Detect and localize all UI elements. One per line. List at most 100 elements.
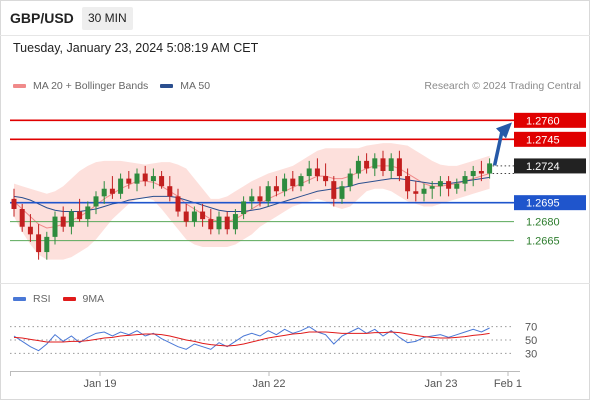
candle-body[interactable] (339, 186, 345, 199)
candle-body[interactable] (183, 211, 189, 222)
candle-body[interactable] (355, 160, 361, 174)
candle-body[interactable] (241, 201, 247, 215)
candle-body[interactable] (36, 234, 42, 253)
candle-body[interactable] (364, 160, 370, 169)
candle-body[interactable] (191, 211, 197, 222)
candle-body[interactable] (109, 188, 115, 194)
candle-body[interactable] (142, 173, 148, 182)
timeframe-badge[interactable]: 30 MIN (82, 7, 133, 30)
candle-body[interactable] (405, 176, 411, 192)
legend-rsi: RSI (13, 293, 51, 305)
candle-body[interactable] (85, 206, 91, 220)
candle-body[interactable] (396, 158, 402, 177)
candle-body[interactable] (388, 158, 394, 171)
candle-body[interactable] (249, 196, 255, 202)
candle-body[interactable] (380, 158, 386, 171)
ma50-line (13, 176, 490, 213)
legend-ma50-label: MA 50 (180, 80, 211, 92)
candle-body[interactable] (11, 198, 17, 209)
candle-body[interactable] (347, 173, 353, 187)
candle-body[interactable] (232, 214, 238, 230)
candle-body[interactable] (126, 178, 132, 184)
legend-ma50: MA 50 (160, 80, 210, 92)
resistance-tag-2-bg (514, 131, 586, 147)
candle-body[interactable] (265, 186, 271, 202)
candle-body[interactable] (118, 178, 124, 194)
candle-body[interactable] (314, 168, 320, 177)
candle-body[interactable] (44, 236, 50, 253)
time-axis-label: Jan 19 (83, 378, 116, 390)
candle-body[interactable] (298, 176, 304, 187)
legend-ma20-swatch (13, 84, 26, 88)
legend-rsi-swatch (13, 297, 26, 301)
pivot-tag-bg (514, 195, 586, 211)
price-legend: MA 20 + Bollinger Bands MA 50 (13, 80, 222, 92)
candle-body[interactable] (478, 171, 484, 174)
forecast-arrow-shaft (492, 130, 504, 166)
legend-rsi-ma-label: 9MA (82, 293, 105, 305)
chart-header: GBP/USD 30 MIN (0, 0, 590, 36)
legend-ma20-label: MA 20 + Bollinger Bands (33, 80, 149, 92)
candle-body[interactable] (27, 226, 33, 235)
candle-body[interactable] (290, 178, 296, 187)
candle-body[interactable] (273, 186, 279, 192)
resistance-tag-1: 1.2760 (526, 115, 560, 127)
legend-ma20: MA 20 + Bollinger Bands (13, 80, 148, 92)
legend-rsi-ma: 9MA (62, 293, 105, 305)
support-tag-1: 1.2680 (526, 217, 560, 229)
time-axis-label: Jan 22 (252, 378, 285, 390)
candle-body[interactable] (208, 219, 214, 230)
candle-body[interactable] (331, 181, 337, 199)
current-price-tag: 1.2724 (526, 161, 560, 173)
current-price-tag-bg (514, 158, 586, 174)
candle-body[interactable] (19, 209, 25, 227)
candle-body[interactable] (60, 216, 66, 227)
candle-body[interactable] (93, 196, 99, 207)
rsi-ma-line (13, 331, 490, 347)
candle-body[interactable] (437, 181, 443, 187)
rsi-level-label: 70 (525, 322, 537, 334)
candle-body[interactable] (282, 178, 288, 192)
candle-body[interactable] (257, 196, 263, 202)
candle-body[interactable] (413, 191, 419, 194)
rsi-legend: RSI 9MA (13, 293, 116, 305)
candle-body[interactable] (52, 216, 58, 237)
candle-body[interactable] (200, 211, 206, 220)
time-axis-label: Jan 23 (424, 378, 457, 390)
rsi-line (13, 326, 490, 352)
candle-body[interactable] (323, 176, 329, 182)
time-axis-label: Feb 1 (494, 378, 522, 390)
candle-body[interactable] (224, 216, 230, 230)
datetime-label: Tuesday, January 23, 2024 5:08:19 AM CET (13, 41, 259, 55)
rsi-level-label: 30 (525, 348, 537, 360)
candle-body[interactable] (454, 183, 460, 189)
legend-rsi-ma-swatch (62, 297, 76, 301)
candle-body[interactable] (487, 163, 493, 174)
candle-body[interactable] (159, 176, 165, 187)
candle-body[interactable] (167, 186, 173, 197)
candle-body[interactable] (68, 211, 74, 227)
candle-body[interactable] (101, 188, 107, 197)
candle-body[interactable] (216, 216, 222, 230)
pivot-tag: 1.2695 (526, 198, 560, 210)
candle-body[interactable] (421, 188, 427, 194)
candle-body[interactable] (372, 158, 378, 169)
credit-label: Research © 2024 Trading Central (424, 80, 581, 92)
support-tag-2: 1.2665 (526, 236, 560, 248)
candle-body[interactable] (77, 211, 83, 220)
legend-ma50-swatch (160, 84, 174, 88)
forecast-arrow-head (496, 122, 512, 139)
candle-body[interactable] (150, 176, 156, 182)
candle-body[interactable] (175, 196, 181, 212)
candle-body[interactable] (446, 181, 452, 189)
legend-rsi-label: RSI (33, 293, 51, 305)
candle-body[interactable] (429, 186, 435, 189)
resistance-tag-2: 1.2745 (526, 134, 560, 146)
candle-body[interactable] (306, 168, 312, 177)
candle-body[interactable] (470, 171, 476, 177)
candle-body[interactable] (134, 173, 140, 184)
resistance-tag-1-bg (514, 112, 586, 128)
symbol-title: GBP/USD (10, 10, 74, 26)
candle-body[interactable] (462, 176, 468, 184)
